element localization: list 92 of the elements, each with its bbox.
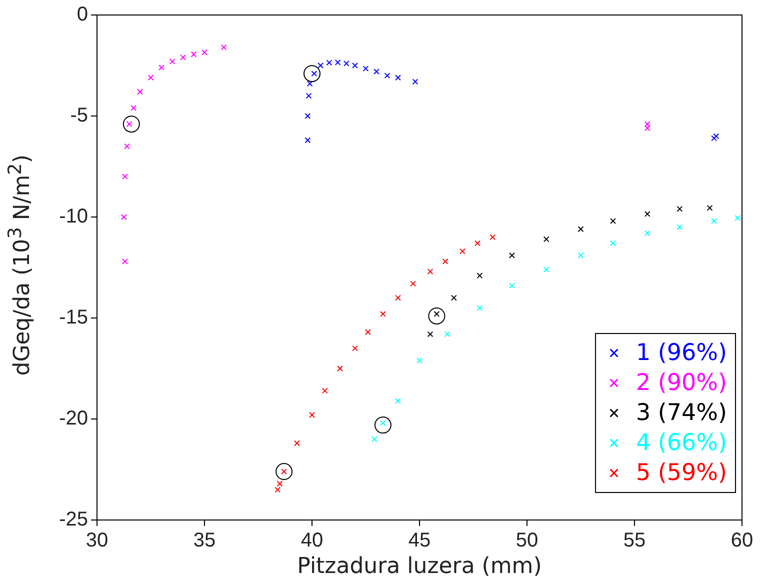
point (450, 294, 457, 301)
point (120, 214, 127, 220)
point (148, 74, 154, 81)
point (374, 68, 380, 75)
x-tick-label: 40 (300, 530, 324, 552)
point (711, 135, 718, 142)
point (158, 64, 164, 70)
point (294, 440, 300, 446)
y-tick-label: -10 (59, 206, 88, 228)
legend-label: 4 (66%) (636, 429, 727, 458)
point (122, 174, 128, 180)
point (474, 240, 481, 246)
point (306, 80, 313, 87)
point (711, 218, 718, 224)
point (442, 258, 448, 264)
y-tick-label: -25 (59, 508, 88, 531)
point (676, 224, 683, 230)
point (352, 345, 358, 352)
x-axis-title: Pitzadura luzera (mm) (296, 554, 543, 579)
point (508, 282, 515, 289)
point (326, 60, 332, 66)
point (490, 234, 496, 240)
point (427, 268, 434, 275)
point (352, 62, 358, 68)
point (309, 412, 315, 418)
point (543, 266, 550, 272)
point (304, 113, 311, 119)
legend-label: 3 (74%) (636, 399, 727, 428)
point (318, 62, 324, 68)
point (374, 416, 392, 434)
point (460, 248, 466, 254)
point (343, 60, 350, 66)
point (644, 121, 650, 128)
point (676, 206, 683, 212)
point (428, 307, 446, 324)
point (371, 436, 378, 442)
point (395, 74, 401, 81)
point (169, 58, 176, 64)
point (334, 59, 341, 66)
point (380, 310, 386, 317)
point (122, 258, 128, 264)
x-tick-label: 35 (193, 530, 216, 552)
point (130, 104, 137, 111)
point (427, 331, 434, 338)
point (364, 329, 371, 336)
y-tick-label: -5 (70, 104, 88, 127)
point (543, 236, 550, 242)
point (384, 72, 390, 79)
point (412, 78, 418, 85)
point (124, 143, 130, 150)
point (706, 204, 713, 211)
y-tick-label: -15 (59, 306, 88, 329)
point (395, 398, 401, 404)
x-tick-label: 60 (730, 530, 754, 552)
point (644, 230, 650, 236)
point (610, 218, 616, 224)
y-tick-label: 0 (76, 4, 88, 26)
point (180, 54, 186, 60)
point (508, 252, 515, 258)
point (416, 357, 422, 364)
point (276, 463, 293, 480)
point (362, 66, 369, 72)
point (220, 44, 227, 50)
x-tick-label: 50 (516, 530, 538, 552)
point (137, 88, 143, 95)
legend-label: 1 (96%) (636, 339, 727, 368)
point (395, 294, 401, 301)
point (644, 210, 650, 217)
point (190, 51, 197, 58)
point (444, 331, 450, 338)
point (713, 133, 720, 140)
x-tick-label: 30 (86, 530, 108, 552)
y-tick-label: -20 (59, 408, 88, 430)
legend-label: 2 (90%) (636, 369, 727, 398)
x-tick-label: 45 (408, 530, 431, 552)
point (476, 304, 483, 311)
legend-label: 5 (59%) (636, 459, 727, 488)
point (644, 125, 650, 132)
point (476, 272, 483, 279)
x-tick-label: 55 (623, 530, 646, 552)
point (336, 366, 343, 372)
point (578, 252, 584, 258)
point (322, 388, 328, 394)
point (304, 137, 311, 144)
point (122, 116, 140, 133)
point (306, 92, 312, 99)
point (734, 215, 741, 221)
point (410, 280, 416, 287)
point (610, 240, 616, 246)
point (304, 65, 320, 82)
point (202, 49, 208, 56)
point (578, 226, 584, 232)
